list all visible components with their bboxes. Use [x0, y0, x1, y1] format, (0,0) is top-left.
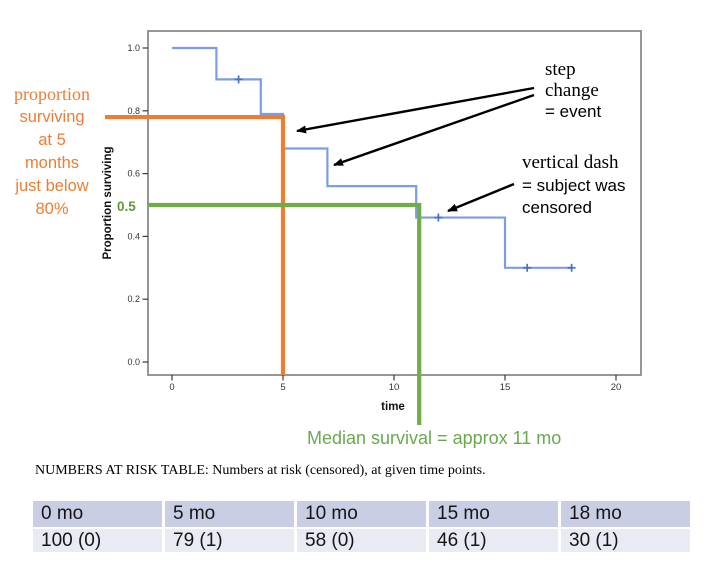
step-change-note-line: change: [545, 80, 599, 101]
censored-note: vertical dash = subject was censored: [522, 152, 625, 220]
proportion-note-line: proportion: [14, 84, 90, 104]
proportion-surviving-note: proportion surviving at 5 months just be…: [0, 83, 104, 221]
risk-table-header-cell: 0 mo: [33, 501, 162, 527]
y-tick-label: 0.6: [127, 169, 140, 179]
chart-generated-layer: 0.0 0.2 0.4 0.6 0.8 1.0 0 5 10 15 20: [105, 30, 642, 425]
censored-note-line: = subject was: [522, 175, 626, 195]
arrow-step-change-upper-icon: [296, 86, 535, 134]
survival-step-curve: [172, 46, 572, 269]
proportion-note-line: months: [24, 154, 80, 172]
y-tick-label: 1.0: [127, 43, 140, 53]
y-tick-label: 0.4: [127, 231, 140, 241]
risk-table-value-cell: 100 (0): [33, 529, 162, 552]
orange-reference-line: [105, 114, 286, 375]
x-tick-label: 0: [169, 382, 174, 393]
step-change-note-line: step: [545, 59, 576, 80]
median-survival-note: Median survival = approx 11 mo: [307, 428, 562, 448]
censored-note-line: censored: [522, 198, 592, 217]
step-change-note: step change = event: [545, 59, 601, 122]
censored-note-line: vertical dash: [522, 152, 619, 173]
y-tick-label: 0.8: [127, 106, 140, 116]
y-axis-title: Proportion surviving: [102, 146, 114, 259]
arrow-step-change-lower-icon: [333, 93, 535, 167]
x-tick-label: 20: [611, 382, 622, 393]
risk-table-header-cell: 5 mo: [165, 501, 294, 527]
risk-table-value-cell: 58 (0): [297, 529, 426, 552]
x-axis-title: time: [381, 401, 405, 413]
median-proportion-label: 0.5: [117, 199, 136, 214]
arrow-censored-icon: [447, 182, 515, 213]
proportion-note-line: at 5: [38, 131, 66, 149]
green-reference-line: [148, 202, 422, 425]
proportion-note-line: 80%: [35, 200, 69, 218]
proportion-note-line: just below: [15, 177, 89, 195]
step-change-note-line: = event: [545, 102, 602, 121]
risk-table-header-cell: 10 mo: [297, 501, 426, 527]
numbers-at-risk-table: 0 mo 5 mo 10 mo 15 mo 18 mo 100 (0) 79 (…: [33, 501, 690, 552]
risk-table-title: NUMBERS AT RISK TABLE: Numbers at risk (…: [35, 463, 486, 478]
risk-table-value-cell: 79 (1): [165, 529, 294, 552]
km-survival-chart: 0.0 0.2 0.4 0.6 0.8 1.0 0 5 10 15 20 Proportion su…: [102, 30, 642, 425]
proportion-note-line: surviving: [19, 108, 85, 126]
risk-table-header-cell: 18 mo: [561, 501, 690, 527]
y-tick-label: 0.0: [127, 357, 140, 367]
risk-table-header-cell: 15 mo: [429, 501, 558, 527]
risk-table-value-cell: 46 (1): [429, 529, 558, 552]
x-tick-label: 5: [280, 382, 285, 393]
x-tick-label: 15: [500, 382, 511, 393]
y-tick-label: 0.2: [127, 294, 140, 304]
annotation-arrows: [296, 86, 535, 213]
x-tick-label: 10: [389, 382, 400, 393]
risk-table-value-cell: 30 (1): [561, 529, 690, 552]
